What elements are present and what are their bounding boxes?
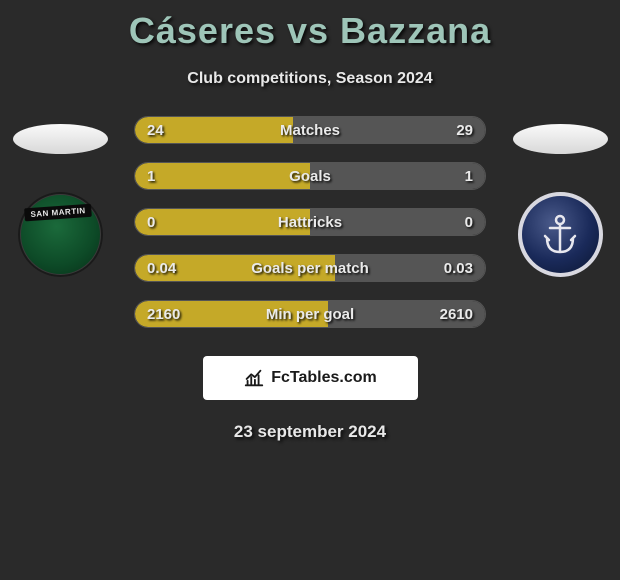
player-right-avatar — [513, 124, 608, 154]
stat-label: Matches — [135, 117, 485, 143]
stat-row: 24Matches29 — [134, 116, 486, 144]
right-side — [500, 116, 620, 277]
stat-label: Goals — [135, 163, 485, 189]
stat-row: 1Goals1 — [134, 162, 486, 190]
stat-right-value: 29 — [456, 117, 473, 143]
player-left-avatar — [13, 124, 108, 154]
page-title: Cáseres vs Bazzana — [0, 0, 620, 52]
date-text: 23 september 2024 — [0, 422, 620, 442]
club-right-badge — [518, 192, 603, 277]
chart-icon — [243, 367, 265, 389]
stats-list: 24Matches29 1Goals1 0Hattricks0 0.04Goals p… — [120, 116, 500, 346]
subtitle: Club competitions, Season 2024 — [0, 70, 620, 88]
anchor-icon — [535, 210, 585, 260]
club-left-badge: SAN MARTIN — [18, 192, 103, 277]
stat-right-value: 2610 — [440, 301, 473, 327]
stat-right-value: 0 — [465, 209, 473, 235]
stat-right-value: 1 — [465, 163, 473, 189]
left-side: SAN MARTIN — [0, 116, 120, 277]
stat-row: 0Hattricks0 — [134, 208, 486, 236]
stat-label: Hattricks — [135, 209, 485, 235]
stat-right-value: 0.03 — [444, 255, 473, 281]
stat-label: Min per goal — [135, 301, 485, 327]
stat-row: 2160Min per goal2610 — [134, 300, 486, 328]
brand-text: FcTables.com — [271, 369, 377, 387]
comparison-panel: SAN MARTIN 24Matches291Goals10Hattricks0… — [0, 116, 620, 346]
club-left-name: SAN MARTIN — [24, 204, 92, 222]
stat-label: Goals per match — [135, 255, 485, 281]
stat-row: 0.04Goals per match0.03 — [134, 254, 486, 282]
brand-badge[interactable]: FcTables.com — [203, 356, 418, 400]
